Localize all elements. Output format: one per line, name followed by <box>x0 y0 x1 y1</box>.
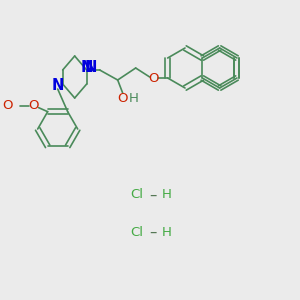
Text: O: O <box>117 92 128 104</box>
Text: N: N <box>52 79 64 94</box>
Text: –: – <box>149 224 157 239</box>
Text: Cl: Cl <box>130 188 143 202</box>
Text: O: O <box>148 71 159 85</box>
Text: Cl: Cl <box>130 226 143 238</box>
Text: O: O <box>2 99 13 112</box>
Text: N: N <box>80 59 93 74</box>
Text: N: N <box>85 61 97 76</box>
Text: O: O <box>28 99 39 112</box>
Text: H: H <box>162 226 172 238</box>
Text: H: H <box>162 188 172 202</box>
Text: H: H <box>129 92 139 104</box>
Text: –: – <box>149 188 157 202</box>
